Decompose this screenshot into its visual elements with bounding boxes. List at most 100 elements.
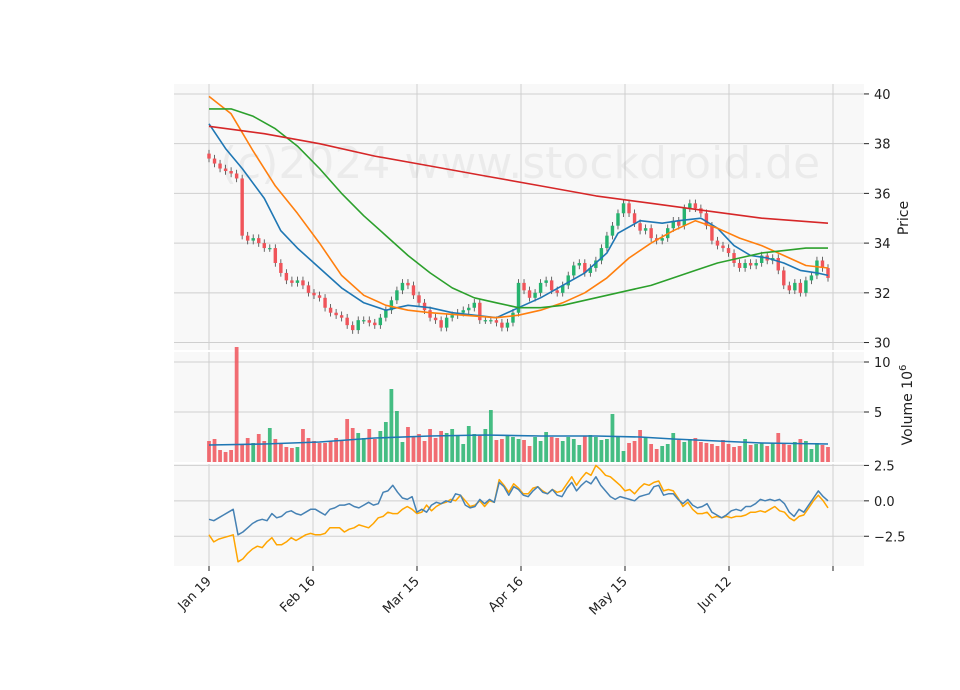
candle-body: [218, 163, 222, 169]
volume-bar: [671, 433, 676, 462]
candle-body: [544, 280, 548, 283]
volume-bar: [715, 446, 720, 462]
candle-body: [339, 315, 344, 318]
x-tick-label: Mar 15: [380, 574, 423, 617]
volume-bar: [455, 435, 460, 462]
volume-avg-line: [208, 434, 829, 446]
volume-bar: [533, 437, 537, 462]
volume-bar: [721, 440, 725, 462]
volume-bar: [544, 432, 549, 462]
candle-body: [710, 225, 714, 241]
moving-average-lines: [208, 95, 829, 319]
volume-bar: [267, 428, 272, 462]
grid-lines: [174, 84, 864, 566]
osc-tick-label: −2.5: [874, 530, 906, 545]
candle-body: [549, 280, 554, 291]
candle-body: [411, 285, 416, 296]
volume-bar: [616, 437, 620, 462]
candle-body: [671, 220, 675, 229]
candle-body: [737, 262, 742, 268]
volume-bar: [428, 429, 432, 462]
volume-bar: [815, 443, 819, 462]
price-tick-label: 32: [874, 287, 891, 302]
candle-body: [588, 267, 593, 273]
candle-body: [638, 223, 642, 231]
volume-bar: [229, 450, 233, 462]
volume-bar: [334, 438, 339, 462]
volume-bar: [566, 437, 571, 462]
candle-body: [467, 307, 471, 311]
oscillator-lines: [208, 464, 829, 563]
candle-body: [759, 255, 764, 263]
candle-body: [212, 158, 217, 164]
volume-bar: [743, 439, 747, 462]
candle-body: [207, 153, 211, 159]
x-axis-ticks: Jan 19 Feb 16 Mar 15 Apr 16 May 15 Jun 12: [175, 566, 834, 618]
candle-body: [262, 243, 266, 249]
candle-body: [234, 173, 239, 179]
volume-bar: [466, 426, 471, 462]
candle-body: [721, 245, 725, 249]
volume-bar: [770, 443, 775, 462]
candle-body: [605, 235, 609, 249]
volume-bar: [726, 444, 731, 462]
candle-body: [533, 292, 537, 298]
candle-body: [279, 262, 283, 273]
candle-body: [826, 267, 830, 278]
candle-body: [632, 213, 637, 224]
ma_red-line: [208, 125, 829, 224]
volume-bar: [511, 437, 515, 462]
volume-bar: [649, 444, 654, 462]
volume-bar: [710, 444, 714, 462]
candle-body: [782, 270, 786, 286]
volume-axis-title: Volume 106: [898, 365, 916, 446]
volume-bar: [417, 434, 421, 462]
candle-body: [240, 178, 244, 236]
candle-body: [306, 285, 311, 293]
watermark: (c)2024 www.stockdroid.de: [220, 138, 820, 189]
candle-body: [715, 240, 720, 246]
volume-bar: [472, 434, 477, 462]
price-tick-label: 34: [874, 237, 891, 252]
candle-body: [356, 320, 360, 331]
candle-body: [328, 307, 333, 313]
volume-bar: [273, 439, 278, 462]
candle-body: [345, 317, 349, 326]
candle-body: [616, 213, 620, 226]
candle-body: [610, 225, 615, 236]
candle-body: [290, 280, 294, 283]
candle-body: [583, 262, 587, 273]
volume-bar: [571, 439, 576, 462]
volume-bar: [820, 445, 825, 462]
candle-body: [461, 310, 465, 313]
candle-body: [505, 322, 510, 328]
volume-bar: [621, 451, 626, 462]
volume-bar: [527, 446, 532, 462]
candle-body: [245, 235, 250, 241]
volume-bar: [306, 438, 311, 462]
volume-bar: [759, 443, 764, 462]
candle-body: [417, 295, 421, 303]
volume-bar: [643, 438, 648, 462]
volume-bar: [627, 443, 631, 462]
candle-body: [362, 320, 366, 322]
volume-tick-label: 10: [874, 356, 891, 371]
volume-bar: [356, 433, 361, 462]
candle-body: [433, 317, 438, 321]
osc-blue-line: [208, 476, 829, 536]
volume-bar: [549, 437, 554, 462]
candle-body: [350, 325, 355, 331]
candle-body: [395, 290, 399, 301]
volume-bar: [698, 442, 703, 462]
candle-body: [439, 320, 443, 328]
volume-bar: [483, 429, 488, 462]
candle-body: [726, 248, 731, 254]
oscillator-panel-bg: [174, 464, 864, 566]
volume-bar: [361, 438, 366, 462]
candle-body: [384, 310, 388, 318]
candle-body: [268, 248, 272, 250]
volume-bar: [638, 430, 642, 462]
candle-body: [599, 248, 604, 261]
price-tick-label: 36: [874, 187, 891, 202]
